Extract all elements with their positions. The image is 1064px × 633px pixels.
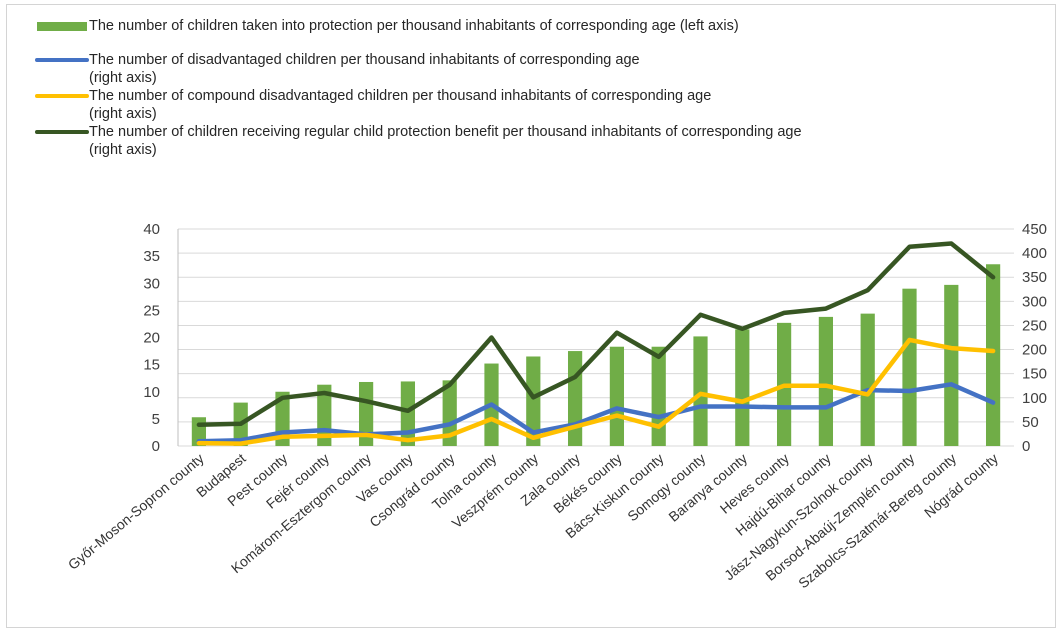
y-tick-left-1: 5: [152, 411, 160, 428]
bar-17: [902, 288, 917, 446]
series-line-3: [196, 241, 996, 428]
legend-swatch-benefit: [35, 130, 89, 134]
bar-6: [442, 380, 457, 446]
bar-16: [860, 313, 875, 446]
y-tick-left-7: 35: [143, 248, 160, 265]
bar-19: [985, 264, 1001, 446]
legend-item-compound: The number of compound disadvantaged chi…: [35, 87, 1055, 123]
y-tick-left-4: 20: [143, 330, 160, 347]
x-tick-label-0: Győr-Moson-Sopron county: [65, 450, 207, 573]
bar-13: [735, 329, 750, 446]
legend-suffix-disadvantaged: (right axis): [89, 70, 157, 86]
series-line-2: [196, 337, 996, 446]
chart-legend: The number of children taken into protec…: [35, 17, 1055, 159]
x-tick-label-19: Nógrád county: [921, 450, 1001, 521]
legend-label-disadvantaged: The number of disadvantaged children per…: [89, 52, 640, 68]
y-tick-right-8: 400: [1022, 245, 1047, 262]
legend-label-compound: The number of compound disadvantaged chi…: [89, 88, 712, 104]
legend-label-protection: The number of children taken into protec…: [89, 18, 739, 34]
y-tick-left-6: 30: [143, 275, 160, 292]
legend-item-disadvantaged: The number of disadvantaged children per…: [35, 51, 1055, 87]
chart-frame: The number of children taken into protec…: [6, 4, 1056, 628]
y-tick-right-6: 300: [1022, 293, 1047, 310]
bar-8: [526, 356, 541, 446]
legend-item-protection: The number of children taken into protec…: [35, 17, 1055, 35]
bar-5: [400, 381, 416, 446]
legend-swatch-protection: [37, 22, 87, 31]
y-tick-right-7: 350: [1022, 269, 1047, 286]
bar-18: [944, 284, 959, 446]
y-tick-left-0: 0: [152, 438, 160, 455]
y-tick-left-2: 10: [143, 384, 160, 401]
legend-swatch-disadvantaged: [35, 58, 89, 62]
y-tick-left-8: 40: [143, 221, 160, 238]
legend-item-benefit: The number of children receiving regular…: [35, 123, 1055, 159]
y-tick-left-5: 25: [143, 302, 160, 319]
y-tick-left-3: 15: [143, 357, 160, 374]
legend-suffix-compound: (right axis): [89, 106, 157, 122]
bar-15: [818, 316, 834, 446]
y-tick-right-1: 50: [1022, 414, 1039, 431]
bar-4: [358, 381, 374, 446]
bar-12: [693, 336, 708, 446]
legend-suffix-benefit: (right axis): [89, 142, 157, 158]
y-tick-right-2: 100: [1022, 390, 1047, 407]
y-tick-right-9: 450: [1022, 221, 1047, 238]
legend-label-benefit: The number of children receiving regular…: [89, 124, 802, 140]
y-tick-right-4: 200: [1022, 342, 1047, 359]
bar-10: [609, 346, 625, 446]
y-tick-right-5: 250: [1022, 317, 1047, 334]
y-tick-right-0: 0: [1022, 438, 1030, 455]
bar-11: [651, 346, 666, 446]
bar-9: [567, 351, 583, 446]
legend-swatch-compound: [35, 94, 89, 98]
y-tick-right-3: 150: [1022, 366, 1047, 383]
